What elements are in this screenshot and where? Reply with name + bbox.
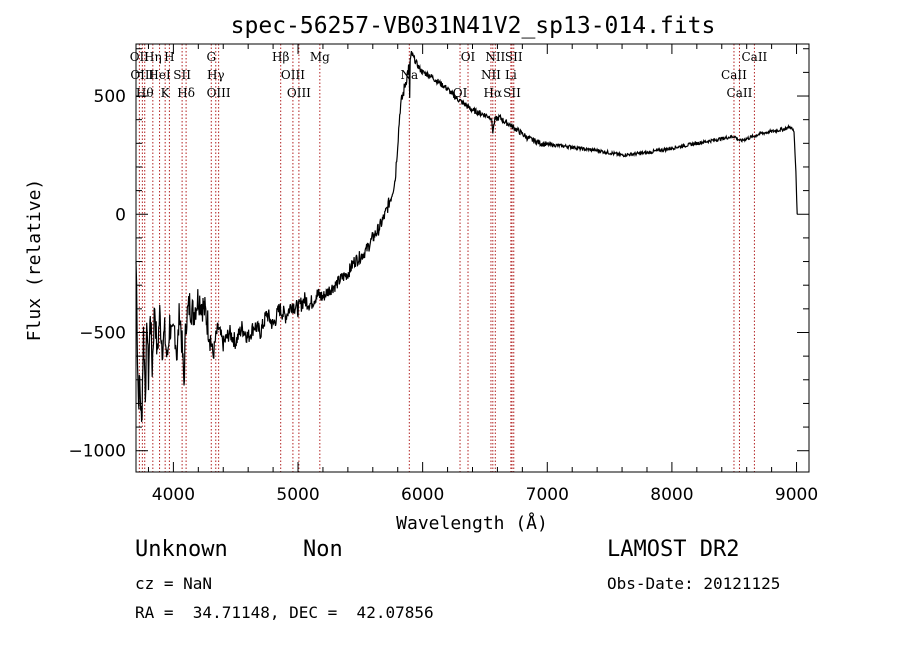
spectral-line-label: NII — [485, 50, 505, 64]
spectrum-series-line — [135, 50, 798, 422]
axis-ticks: 4000 5000 6000 7000 8000 9000 −1000 −500 0 500 — [68, 44, 818, 505]
x-tick-label: 6000 — [401, 485, 444, 505]
x-tick-label: 4000 — [152, 485, 195, 505]
plot-frame — [135, 43, 810, 473]
spectral-line-label: SII — [173, 68, 191, 82]
spectral-line-label: Hη — [144, 50, 162, 64]
obs-date-label: Obs-Date: 20121125 — [607, 574, 781, 593]
spectral-line-label: HeI — [148, 68, 171, 82]
spectral-line-label: OIII — [207, 86, 231, 100]
spectral-line-label: Hθ — [136, 86, 154, 100]
spectral-line-label: CaII — [721, 68, 747, 82]
spectral-subclass-label: Non — [303, 537, 343, 562]
spectral-line-label: OI — [461, 50, 476, 64]
spectral-line-label: Hγ — [207, 68, 225, 82]
spectral-line-label: G — [206, 50, 216, 64]
spectral-line-label: Hβ — [272, 50, 289, 64]
x-tick-label: 8000 — [650, 485, 693, 505]
y-tick-label: 500 — [94, 87, 126, 107]
x-tick-label: 7000 — [526, 485, 569, 505]
y-axis-label: Flux (relative) — [24, 179, 45, 342]
spectral-line-label: CaII — [727, 86, 753, 100]
coordinates-label: RA = 34.71148, DEC = 42.07856 — [135, 603, 434, 622]
spectral-line-label: SII — [505, 50, 523, 64]
spectral-line-label: Hα — [484, 86, 503, 100]
spectral-line-label: H — [164, 50, 174, 64]
spectral-class-label: Unknown — [135, 537, 228, 562]
chart-title: spec-56257-VB031N41V2_sp13-014.fits — [231, 13, 716, 39]
spectral-line-label: OII — [130, 50, 150, 64]
spectral-line-label: SII — [503, 86, 521, 100]
spectral-line-labels: OIIOIIIHθHηHeIKHSIIHδGHγOIIIHβOIIIOIIIMg… — [130, 50, 768, 100]
spectral-line-label: Li — [505, 68, 517, 82]
survey-label: LAMOST DR2 — [607, 537, 740, 562]
redshift-label: cz = NaN — [135, 574, 213, 593]
y-tick-label: −1000 — [68, 442, 126, 462]
spectral-line-label: Mg — [310, 50, 330, 64]
y-tick-label: 0 — [115, 205, 126, 225]
x-tick-label: 9000 — [775, 485, 818, 505]
spectral-line-label: K — [161, 86, 171, 100]
spectral-line-label: OIII — [281, 68, 305, 82]
y-tick-label: −500 — [79, 323, 126, 343]
spectral-line-label: Hδ — [177, 86, 195, 100]
x-axis-label: Wavelength (Å) — [396, 512, 548, 534]
spectral-line-label: CaII — [741, 50, 767, 64]
spectral-line-label: NII — [481, 68, 501, 82]
spectral-line-markers — [138, 44, 755, 472]
spectral-line-label: OIII — [287, 86, 311, 100]
x-tick-label: 5000 — [276, 485, 319, 505]
